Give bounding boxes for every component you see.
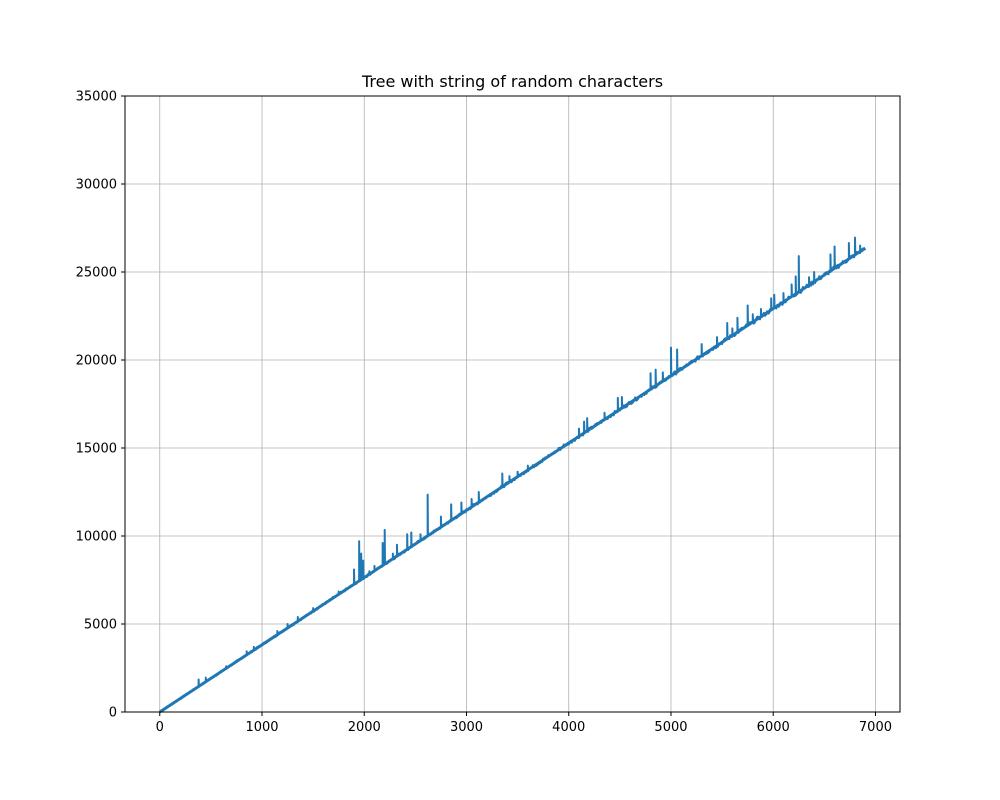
- y-tick-label: 30000: [76, 178, 117, 193]
- y-tick-label: 25000: [76, 266, 117, 281]
- y-tick-label: 15000: [76, 442, 117, 457]
- x-tick-label: 0: [156, 720, 164, 735]
- series-layer: [158, 236, 867, 714]
- x-tick-label: 2000: [348, 720, 381, 735]
- y-tick-label: 5000: [84, 618, 117, 633]
- chart-title: Tree with string of random characters: [361, 72, 663, 91]
- y-axis: 0 5000 10000 15000 20000 25000 30000 35000: [76, 90, 125, 721]
- x-tick-label: 6000: [757, 720, 790, 735]
- x-tick-label: 7000: [859, 720, 892, 735]
- x-tick-label: 1000: [245, 720, 278, 735]
- x-tick-label: 3000: [450, 720, 483, 735]
- y-tick-label: 35000: [76, 90, 117, 105]
- x-tick-label: 4000: [552, 720, 585, 735]
- grid-lines: [125, 95, 900, 713]
- y-tick-label: 0: [109, 706, 117, 721]
- plot-frame: [124, 95, 901, 713]
- y-tick-label: 20000: [76, 354, 117, 369]
- y-tick-label: 10000: [76, 530, 117, 545]
- x-axis: 0 1000 2000 3000 4000 5000 6000 7000: [156, 712, 892, 735]
- x-tick-label: 5000: [654, 720, 687, 735]
- series-trend-band: [158, 246, 867, 714]
